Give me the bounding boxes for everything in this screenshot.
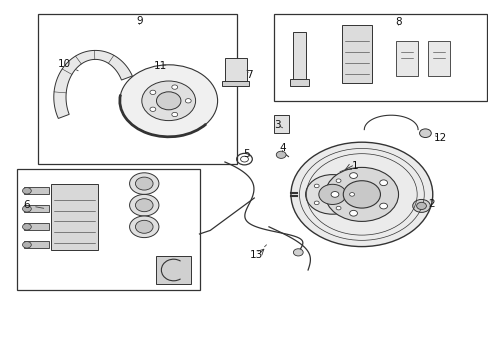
Circle shape [135,220,153,233]
Circle shape [276,151,285,158]
Circle shape [419,129,430,138]
Circle shape [22,242,31,248]
Polygon shape [342,25,371,83]
Circle shape [349,210,357,216]
Circle shape [150,90,156,94]
Circle shape [290,142,432,247]
Text: 6: 6 [23,200,43,210]
Circle shape [305,175,359,214]
Text: 9: 9 [136,16,142,26]
Bar [427,41,449,76]
Circle shape [330,192,338,197]
Text: 10: 10 [58,59,78,71]
Circle shape [185,99,191,103]
Circle shape [412,199,429,212]
Polygon shape [156,256,190,284]
Text: 4: 4 [279,143,285,153]
Circle shape [349,173,357,179]
Circle shape [171,112,177,117]
Circle shape [142,81,195,121]
Circle shape [22,224,31,230]
Circle shape [349,193,354,196]
Bar [24,205,49,212]
Circle shape [129,173,159,194]
Circle shape [156,92,181,110]
Bar [395,41,417,76]
Bar [24,241,49,248]
Bar [38,14,237,164]
Polygon shape [51,184,98,250]
Text: 12: 12 [432,132,446,143]
Circle shape [379,203,386,209]
Text: 8: 8 [394,17,401,27]
Circle shape [314,184,319,188]
Polygon shape [289,79,308,86]
Bar [273,14,486,101]
Text: 11: 11 [153,60,167,71]
Circle shape [150,107,156,112]
Circle shape [335,179,340,183]
Circle shape [318,184,346,204]
Polygon shape [224,58,246,83]
Polygon shape [293,32,305,83]
Bar [24,187,49,194]
Circle shape [171,85,177,89]
Circle shape [129,216,159,238]
Circle shape [120,65,217,137]
Circle shape [314,201,319,205]
Polygon shape [273,115,288,133]
Circle shape [22,188,31,194]
Circle shape [22,206,31,212]
Circle shape [335,206,340,210]
Bar [24,223,49,230]
Circle shape [325,167,398,221]
Circle shape [379,180,386,186]
Text: 13: 13 [249,245,266,260]
Circle shape [343,181,380,208]
Polygon shape [54,50,132,118]
Text: 3: 3 [274,120,282,130]
Text: 2: 2 [427,199,434,210]
Text: 5: 5 [243,149,250,159]
Circle shape [416,202,426,210]
Bar [17,169,200,290]
Polygon shape [222,81,249,86]
Circle shape [135,177,153,190]
Circle shape [135,199,153,212]
Circle shape [293,249,303,256]
Circle shape [129,194,159,216]
Text: 1: 1 [339,161,358,172]
Text: 7: 7 [245,70,252,80]
